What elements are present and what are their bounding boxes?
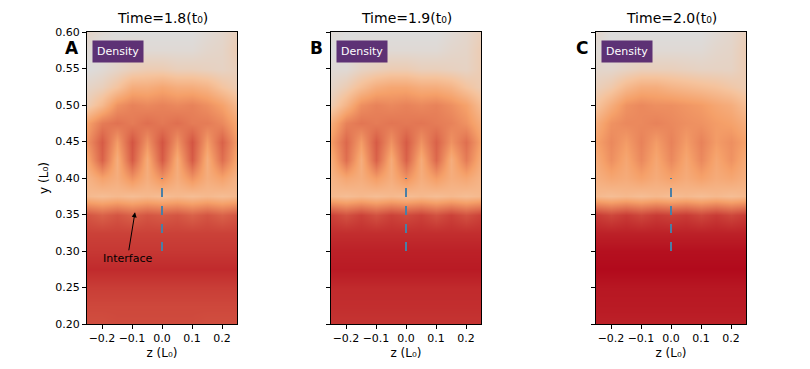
svg-text:−0.2: −0.2 — [333, 332, 360, 345]
svg-text:0.2: 0.2 — [457, 332, 475, 345]
svg-text:0.0: 0.0 — [153, 332, 171, 345]
svg-text:Density: Density — [341, 45, 383, 58]
svg-text:z (L₀): z (L₀) — [391, 346, 422, 360]
svg-text:0.1: 0.1 — [427, 332, 445, 345]
svg-text:Density: Density — [97, 45, 139, 58]
svg-text:Time=2.0(t₀): Time=2.0(t₀) — [626, 10, 717, 26]
svg-text:−0.2: −0.2 — [89, 332, 116, 345]
svg-text:Time=1.9(t₀): Time=1.9(t₀) — [361, 10, 452, 26]
svg-text:−0.2: −0.2 — [598, 332, 625, 345]
svg-text:0.1: 0.1 — [183, 332, 201, 345]
svg-text:−0.1: −0.1 — [363, 332, 390, 345]
svg-text:z (L₀): z (L₀) — [147, 346, 178, 360]
svg-text:Interface: Interface — [103, 252, 152, 265]
svg-text:−0.1: −0.1 — [119, 332, 146, 345]
svg-text:A: A — [65, 38, 79, 58]
svg-text:0.60: 0.60 — [55, 26, 80, 39]
svg-text:y (L₀): y (L₀) — [37, 162, 51, 194]
svg-text:B: B — [310, 38, 323, 58]
svg-text:0.2: 0.2 — [213, 332, 231, 345]
svg-text:0.2: 0.2 — [722, 332, 740, 345]
svg-text:0.35: 0.35 — [55, 208, 80, 221]
svg-text:0.1: 0.1 — [692, 332, 710, 345]
svg-text:0.40: 0.40 — [55, 172, 80, 185]
svg-text:C: C — [576, 38, 588, 58]
svg-text:0.50: 0.50 — [55, 99, 80, 112]
svg-text:0.25: 0.25 — [55, 281, 80, 294]
svg-text:0.20: 0.20 — [55, 318, 80, 331]
svg-text:Density: Density — [606, 45, 648, 58]
svg-text:z (L₀): z (L₀) — [656, 346, 687, 360]
svg-text:0.0: 0.0 — [662, 332, 680, 345]
svg-text:0.45: 0.45 — [55, 135, 80, 148]
svg-text:0.55: 0.55 — [55, 62, 80, 75]
svg-text:Time=1.8(t₀): Time=1.8(t₀) — [117, 10, 208, 26]
svg-text:0.0: 0.0 — [397, 332, 415, 345]
svg-text:0.30: 0.30 — [55, 245, 80, 258]
svg-text:−0.1: −0.1 — [628, 332, 655, 345]
